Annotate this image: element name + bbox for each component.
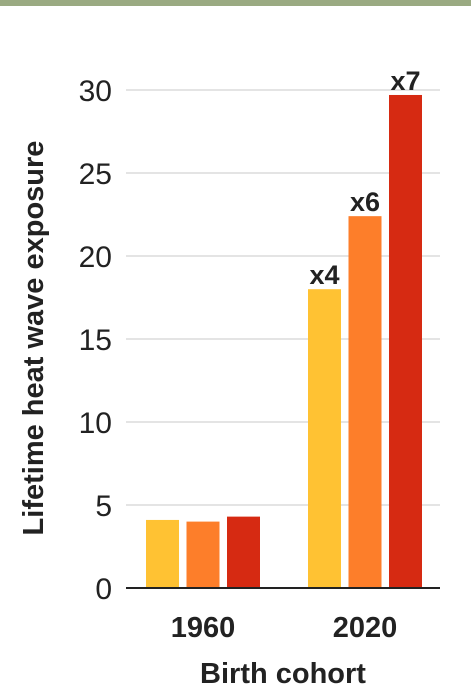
x-tick-label-1960: 1960 [171,612,236,644]
top-border [0,0,471,6]
data-label-2020-3: x7 [390,66,420,96]
y-tick-labels: 0 5 10 15 20 25 30 [79,75,112,606]
bar-1960-3 [227,516,260,588]
x-tick-label-2020: 2020 [333,612,398,644]
bars [146,94,422,588]
gridlines [126,89,440,506]
data-labels: x4 x6 x7 [309,66,420,290]
data-label-2020-1: x4 [309,260,339,290]
x-tick-labels: 1960 2020 [171,612,398,644]
x-axis-title: Birth cohort [200,658,366,690]
y-tick-label-5: 5 [95,490,112,523]
y-tick-label-0: 0 [95,573,112,606]
y-tick-label-10: 10 [79,407,112,440]
y-tick-label-20: 20 [79,241,112,274]
y-tick-label-25: 25 [79,158,112,191]
bar-2020-2 [348,216,382,588]
bar-2020-3 [389,94,422,588]
bar-1960-2 [186,521,220,588]
bar-2020-1 [308,289,341,588]
bar-1960-1 [146,519,179,588]
y-tick-label-30: 30 [79,75,112,108]
y-tick-label-15: 15 [79,324,112,357]
y-axis-title: Lifetime heat wave exposure [18,141,50,536]
data-label-2020-2: x6 [350,187,380,217]
